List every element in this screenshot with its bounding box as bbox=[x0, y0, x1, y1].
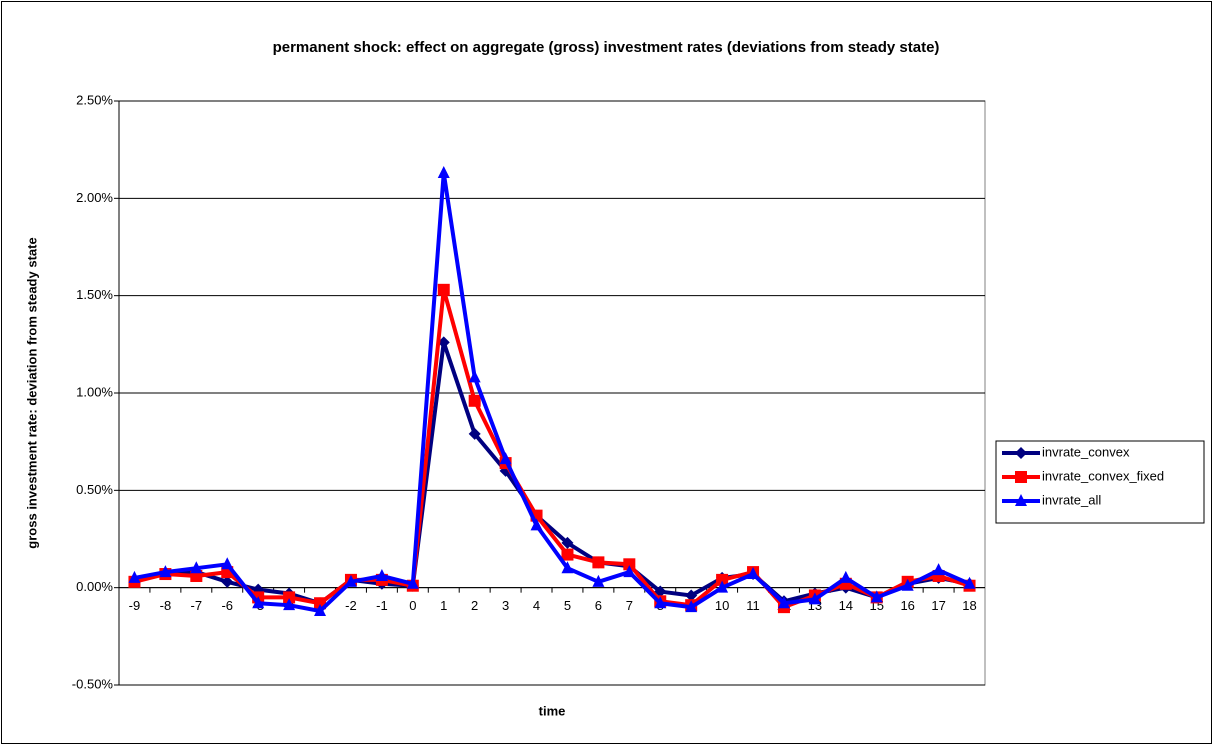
marker bbox=[1015, 494, 1027, 506]
x-tick-label: 16 bbox=[900, 598, 914, 613]
x-tick-label: 1 bbox=[440, 598, 447, 613]
marker bbox=[375, 568, 388, 581]
marker bbox=[623, 565, 636, 578]
x-tick-label: 18 bbox=[962, 598, 976, 613]
marker bbox=[128, 570, 141, 583]
y-axis-title: gross investment rate: deviation from st… bbox=[24, 237, 39, 548]
marker bbox=[777, 596, 790, 609]
marker bbox=[468, 427, 481, 440]
marker bbox=[592, 574, 605, 587]
marker bbox=[1015, 471, 1027, 483]
marker bbox=[839, 570, 852, 583]
x-tick-label: 6 bbox=[595, 598, 602, 613]
marker bbox=[561, 561, 574, 574]
marker bbox=[685, 600, 698, 613]
marker bbox=[190, 561, 203, 574]
marker bbox=[437, 283, 450, 296]
x-tick-label: -9 bbox=[129, 598, 141, 613]
marker bbox=[468, 394, 481, 407]
marker bbox=[932, 563, 945, 576]
x-tick-label: -7 bbox=[191, 598, 203, 613]
x-tick-label: 5 bbox=[564, 598, 571, 613]
marker bbox=[468, 370, 481, 383]
marker bbox=[437, 166, 450, 179]
x-tick-label: 4 bbox=[533, 598, 540, 613]
x-tick-label: -1 bbox=[376, 598, 388, 613]
marker bbox=[530, 518, 543, 531]
marker bbox=[623, 558, 636, 571]
series-line bbox=[134, 171, 971, 614]
x-axis-title: time bbox=[539, 703, 566, 718]
y-tick-label: -0.50% bbox=[72, 676, 114, 691]
marker bbox=[314, 604, 327, 617]
legend-label: invrate_convex_fixed bbox=[1042, 468, 1164, 483]
x-tick-label: -6 bbox=[221, 598, 233, 613]
marker bbox=[716, 573, 729, 586]
marker bbox=[808, 592, 821, 605]
legend-label: invrate_convex bbox=[1042, 444, 1130, 459]
y-tick-label: 0.00% bbox=[76, 579, 113, 594]
x-tick-label: -8 bbox=[160, 598, 172, 613]
x-tick-label: -2 bbox=[345, 598, 357, 613]
marker bbox=[283, 598, 296, 611]
marker bbox=[716, 580, 729, 593]
marker bbox=[747, 567, 760, 580]
marker bbox=[685, 589, 698, 602]
x-tick-label: 0 bbox=[409, 598, 416, 613]
marker bbox=[901, 578, 914, 591]
y-tick-label: 1.00% bbox=[76, 384, 113, 399]
marker bbox=[1015, 447, 1027, 459]
marker bbox=[283, 591, 296, 604]
x-tick-label: 2 bbox=[471, 598, 478, 613]
y-tick-label: 2.00% bbox=[76, 190, 113, 205]
marker bbox=[159, 565, 172, 578]
x-tick-label: 11 bbox=[746, 598, 760, 613]
x-tick-label: 14 bbox=[839, 598, 853, 613]
x-tick-label: 10 bbox=[715, 598, 729, 613]
marker bbox=[437, 336, 450, 349]
marker bbox=[963, 576, 976, 589]
marker bbox=[344, 574, 357, 587]
marker bbox=[654, 585, 667, 598]
marker bbox=[221, 575, 234, 588]
marker bbox=[654, 596, 667, 609]
legend-label: invrate_all bbox=[1042, 492, 1101, 507]
y-tick-label: 1.50% bbox=[76, 287, 113, 302]
marker bbox=[592, 556, 605, 569]
x-tick-label: 3 bbox=[502, 598, 509, 613]
marker bbox=[561, 548, 574, 561]
marker bbox=[221, 557, 234, 570]
chart-title: permanent shock: effect on aggregate (gr… bbox=[273, 39, 940, 56]
marker bbox=[561, 536, 574, 549]
marker bbox=[870, 590, 883, 603]
x-tick-label: 7 bbox=[626, 598, 633, 613]
marker bbox=[406, 576, 419, 589]
x-tick-label: 17 bbox=[931, 598, 945, 613]
marker bbox=[499, 452, 512, 465]
y-tick-label: 0.50% bbox=[76, 482, 113, 497]
marker bbox=[252, 596, 265, 609]
y-tick-label: 2.50% bbox=[76, 92, 113, 107]
